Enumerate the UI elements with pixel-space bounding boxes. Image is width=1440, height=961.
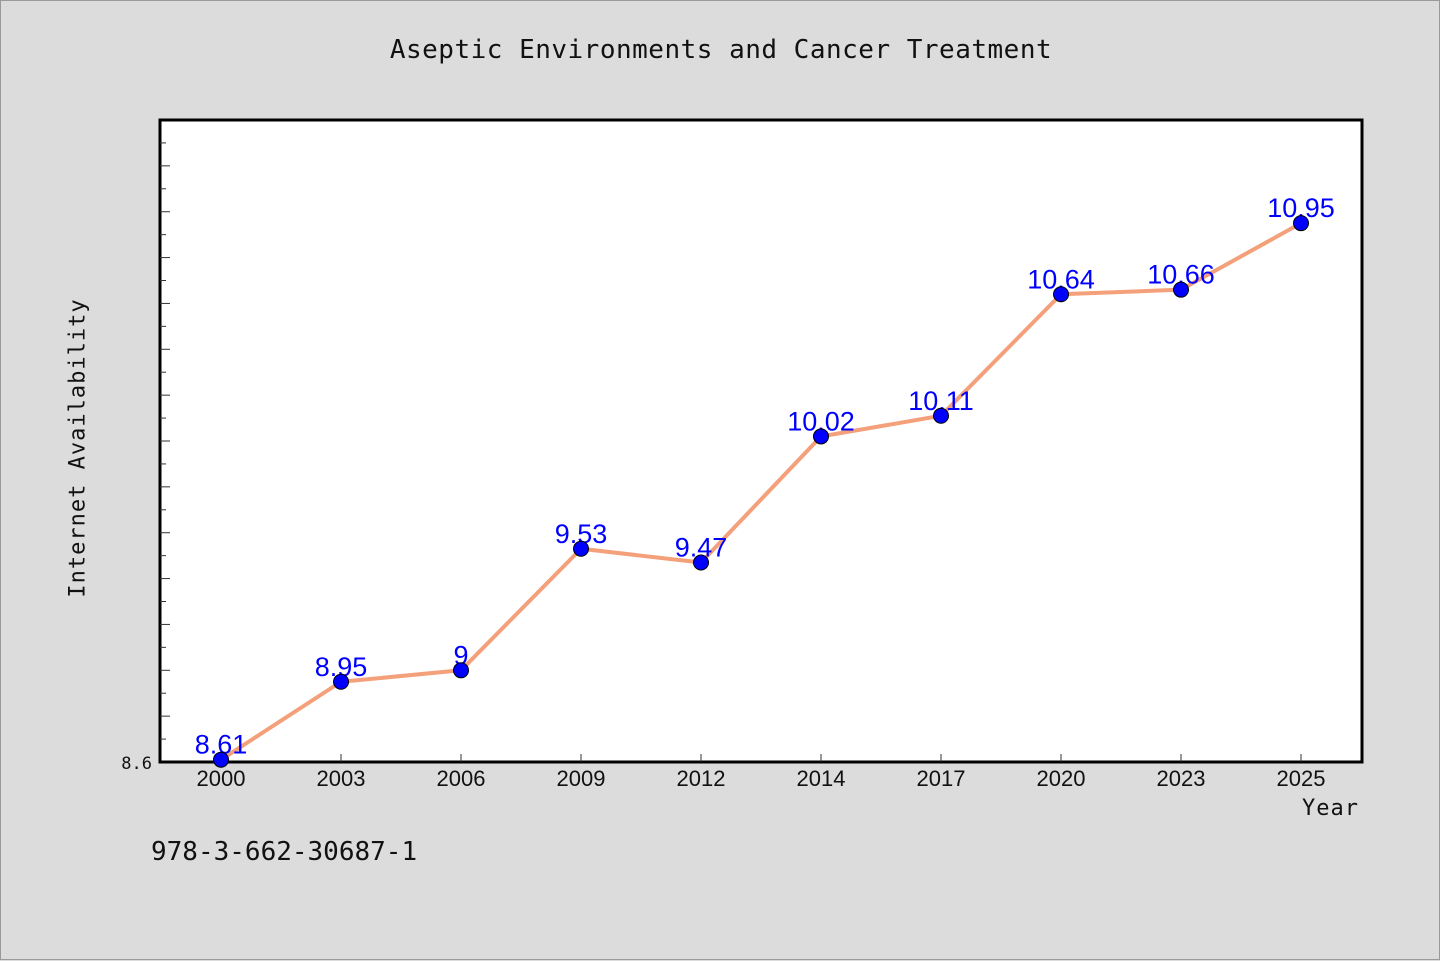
plot-frame [158, 118, 1364, 764]
data-label: 9 [453, 640, 468, 670]
x-tick-label: 2014 [797, 766, 846, 791]
x-tick-label: 2023 [1157, 766, 1206, 791]
data-point [1053, 286, 1069, 303]
x-tick-label: 2025 [1277, 766, 1326, 791]
data-point [333, 673, 349, 690]
data-point [693, 554, 709, 571]
y-tick-label: 8.6 [121, 754, 152, 774]
x-tick-label: 2000 [197, 766, 246, 791]
data-point [573, 540, 589, 557]
x-axis-label: Year [1302, 796, 1359, 821]
series-line [219, 221, 1302, 762]
x-tick-label: 2003 [317, 766, 366, 791]
x-tick-label: 2017 [917, 766, 966, 791]
data-point [933, 407, 949, 424]
data-point [1173, 281, 1189, 298]
data-point [213, 751, 229, 768]
x-tick-label: 2020 [1037, 766, 1086, 791]
x-tick-label: 2012 [677, 766, 726, 791]
isbn-text: 978-3-662-30687-1 [151, 837, 418, 867]
chart-title: Aseptic Environments and Cancer Treatmen… [389, 35, 1053, 65]
data-point [1293, 215, 1309, 232]
data-point [453, 662, 469, 679]
x-tick-label: 2006 [437, 766, 486, 791]
data-point [813, 428, 829, 445]
x-tick-label: 2009 [557, 766, 606, 791]
